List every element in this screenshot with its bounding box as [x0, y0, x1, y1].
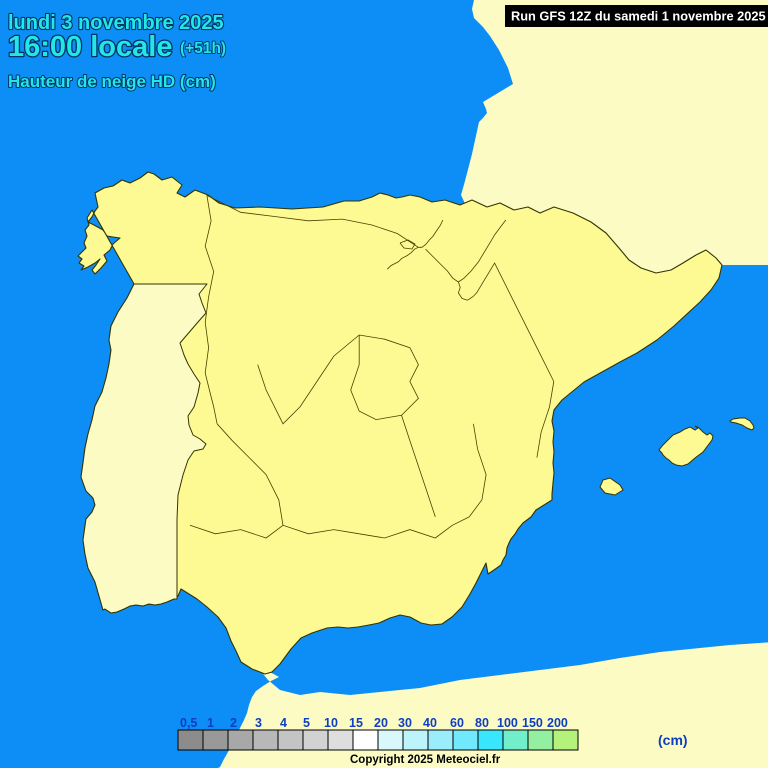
svg-text:(cm): (cm) [658, 732, 688, 748]
svg-text:20: 20 [374, 716, 388, 730]
svg-text:80: 80 [475, 716, 489, 730]
svg-text:16:00 locale: 16:00 locale [8, 31, 172, 63]
svg-text:Run GFS 12Z du samedi 1 novemb: Run GFS 12Z du samedi 1 novembre 2025 [511, 9, 766, 24]
svg-text:60: 60 [450, 716, 464, 730]
svg-text:(+51h): (+51h) [180, 40, 226, 57]
svg-text:3: 3 [255, 716, 262, 730]
svg-text:2: 2 [230, 716, 237, 730]
svg-text:Copyright 2025 Meteociel.fr: Copyright 2025 Meteociel.fr [350, 754, 501, 766]
svg-text:30: 30 [398, 716, 412, 730]
svg-text:5: 5 [303, 716, 310, 730]
svg-text:150: 150 [522, 716, 543, 730]
svg-text:200: 200 [547, 716, 568, 730]
svg-text:0,5: 0,5 [180, 716, 197, 730]
svg-text:4: 4 [280, 716, 287, 730]
svg-text:100: 100 [497, 716, 518, 730]
svg-text:15: 15 [349, 716, 363, 730]
svg-text:10: 10 [324, 716, 338, 730]
svg-text:Hauteur de neige HD (cm): Hauteur de neige HD (cm) [8, 72, 216, 91]
svg-text:1: 1 [207, 716, 214, 730]
svg-text:40: 40 [423, 716, 437, 730]
